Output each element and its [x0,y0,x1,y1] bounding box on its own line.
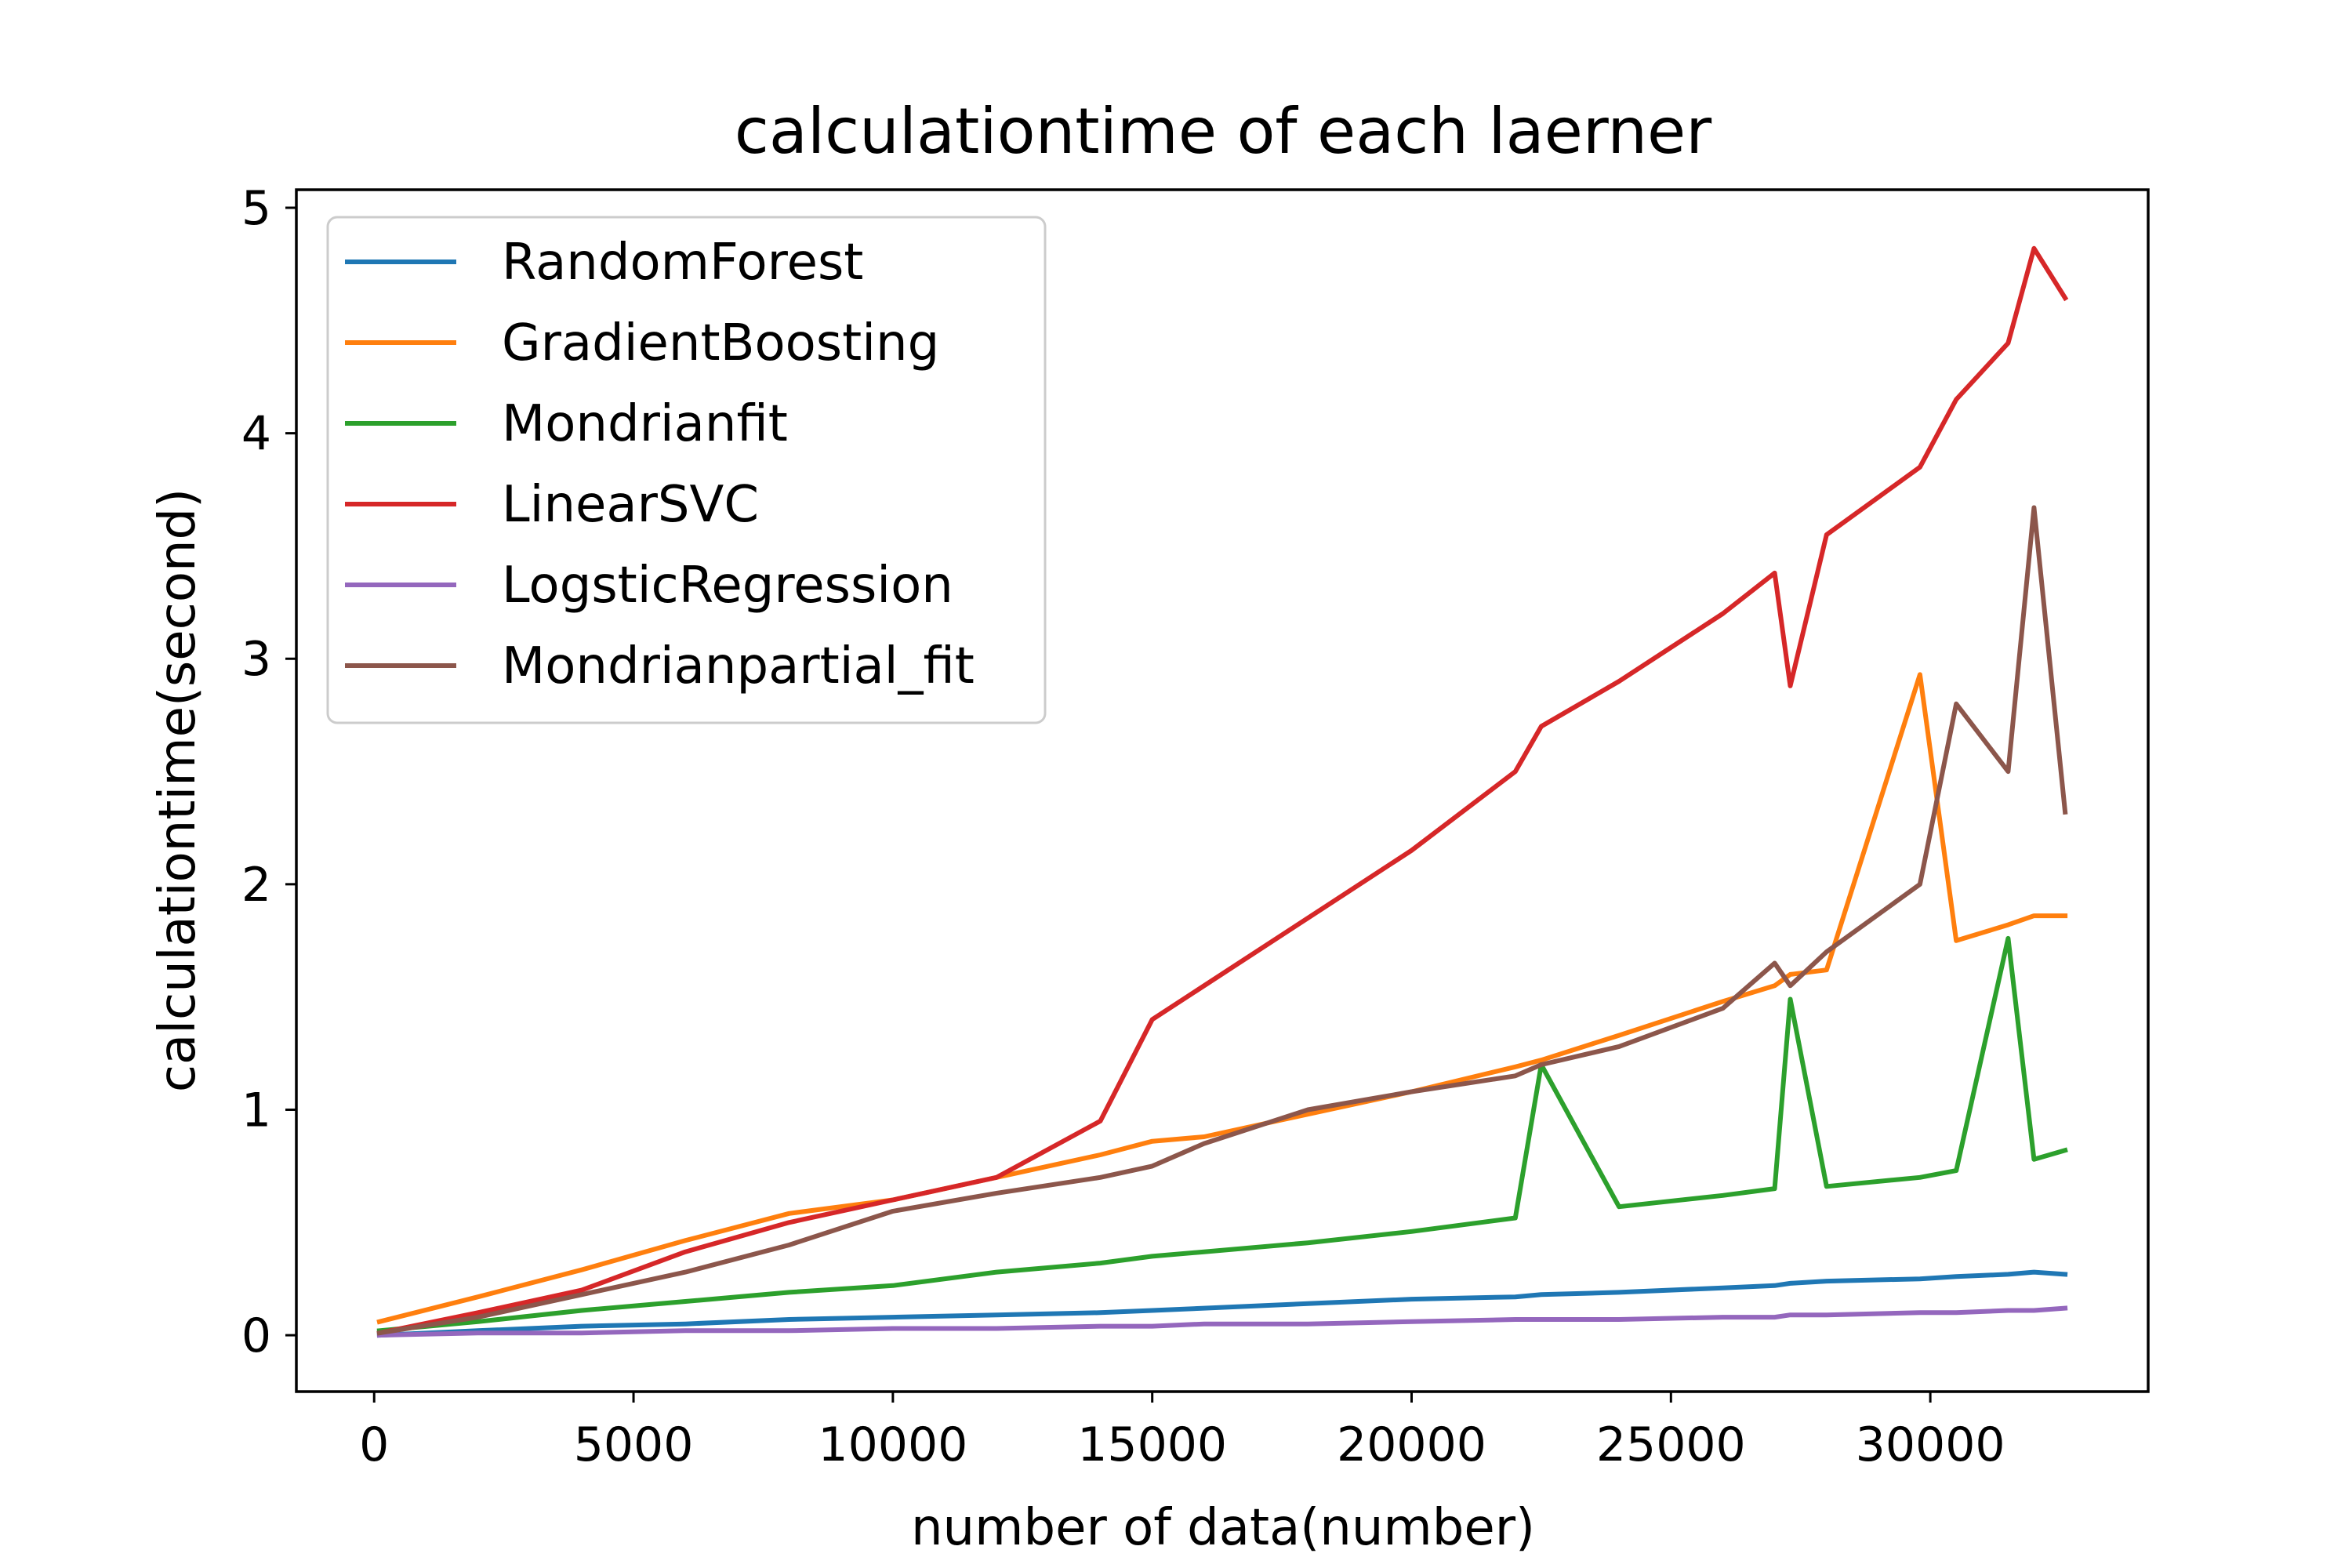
legend-label-Mondrianfit: Mondrianfit [502,395,788,453]
x-tick-label: 30000 [1856,1417,2005,1472]
chart-title: calculationtime of each laerner [735,95,1711,168]
legend-label-GradientBoosting: GradientBoosting [502,314,939,372]
series-line-Mondrianfit [376,935,2068,1334]
y-tick-label: 2 [241,858,271,913]
y-axis-ticks: 0 1 2 3 4 5 [241,181,296,1363]
series-line-Mondrianpartial_fit [376,505,2068,1336]
x-tick-label: 20000 [1337,1417,1486,1472]
x-tick-label: 25000 [1596,1417,1746,1472]
x-tick-label: 10000 [818,1417,967,1472]
y-tick-label: 0 [241,1308,271,1363]
series-line-LogsticRegression [376,1305,2068,1338]
series-line-RandomForest [376,1269,2068,1338]
legend-label-RandomForest: RandomForest [502,234,863,292]
x-axis-ticks: 0 5000 10000 15000 20000 25000 30000 [359,1392,2005,1472]
x-tick-label: 15000 [1077,1417,1227,1472]
x-tick-label: 5000 [574,1417,694,1472]
y-tick-label: 1 [241,1083,271,1138]
legend-label-LogsticRegression: LogsticRegression [502,557,953,615]
legend-label-LinearSVC: LinearSVC [502,476,759,534]
series-line-GradientBoosting [376,672,2068,1325]
y-tick-label: 4 [241,407,271,462]
x-axis-label: number of data(number) [911,1499,1535,1557]
plot-area [376,245,2069,1338]
series-line-LinearSVC [376,245,2069,1336]
y-tick-label: 5 [241,181,271,236]
y-axis-label: calculationtime(second) [149,488,207,1092]
y-tick-label: 3 [241,632,271,687]
legend: RandomForest GradientBoosting Mondrianfit L… [326,216,1047,724]
axes-frame [295,188,2150,1393]
x-tick-label: 0 [359,1417,389,1472]
legend-label-Mondrianpartial_fit: Mondrianpartial_fit [502,637,975,695]
legend-box [326,216,1047,724]
